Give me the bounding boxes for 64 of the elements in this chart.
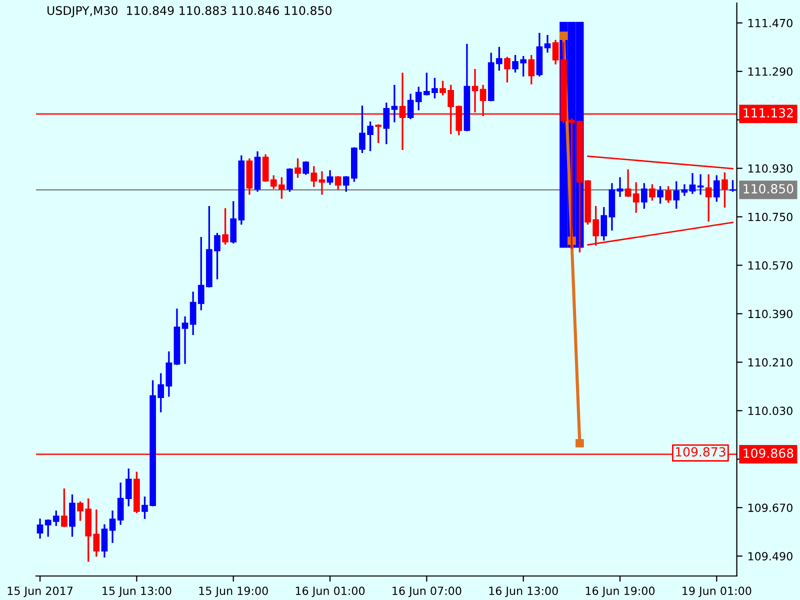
x-tick-label: 15 Jun 2017 [8,586,72,598]
candlestick [109,510,116,543]
candlestick [383,102,390,144]
candlestick [190,292,196,336]
candlestick [681,184,688,196]
candlestick [624,169,632,197]
candlestick [318,171,326,195]
candlestick [294,158,301,178]
candlestick [222,208,228,245]
candlestick [640,183,648,209]
y-tick-label: 110.030 [748,406,792,416]
annotation: 109.873 [676,447,726,457]
candlestick [713,175,720,202]
candlestick [262,154,269,182]
candlestick [302,161,310,175]
candlestick [552,40,559,64]
candlestick [673,181,680,209]
candlestick [657,186,664,204]
candlestick [705,174,712,222]
candlestick [286,168,293,192]
candlestick [326,170,334,185]
x-tick-label: 15 Jun 19:00 [199,586,268,598]
candlestick [528,54,535,84]
candlestick [61,488,68,528]
x-tick-label: 19 Jun 01:00 [682,586,752,598]
y-tick-label: 110.750 [748,212,792,222]
x-tick-label: 16 Jun 13:00 [489,586,558,598]
candlestick [36,518,44,539]
candlestick [649,184,656,201]
candlestick [616,177,624,197]
candlestick [722,172,728,208]
candlestick [632,182,640,213]
candlestick [504,56,510,82]
ref-line-label: 109.868 [744,448,794,458]
candlestick [697,174,704,195]
y-tick-label: 110.930 [748,164,792,173]
y-tick-label: 109.490 [748,552,792,560]
y-tick-label: 109.670 [748,504,792,512]
candlestick [310,166,318,187]
candlestick [182,316,188,364]
y-tick-label: 110.210 [748,358,792,367]
candlestick [689,173,696,194]
ref-line-label: 110.850 [744,184,794,194]
point [576,439,584,448]
chart-title: USDJPY,M30 110.849 110.883 110.846 110.850 [48,6,332,18]
ref-line-label: 111.132 [744,108,793,118]
x-tick-label: 16 Jun 19:00 [586,586,655,598]
candlestick [69,494,76,537]
y-tick-label: 111.290 [748,67,792,76]
candlestick [407,94,414,120]
y-tick-label: 110.570 [748,261,792,270]
candlestick [544,35,551,53]
candlestick [375,124,382,144]
candlestick [101,524,108,558]
x-tick-label: 16 Jun 01:00 [296,586,365,598]
candlestick [334,176,342,190]
candlestick [391,84,398,122]
point [559,32,568,40]
x-tick-label: 15 Jun 13:00 [102,586,172,598]
x-tick-label: 16 Jun 07:00 [392,586,462,598]
y-tick-label: 110.390 [748,310,792,318]
candlestick [600,207,608,241]
candlestick [665,186,672,203]
y-tick-label: 111.470 [748,18,792,28]
